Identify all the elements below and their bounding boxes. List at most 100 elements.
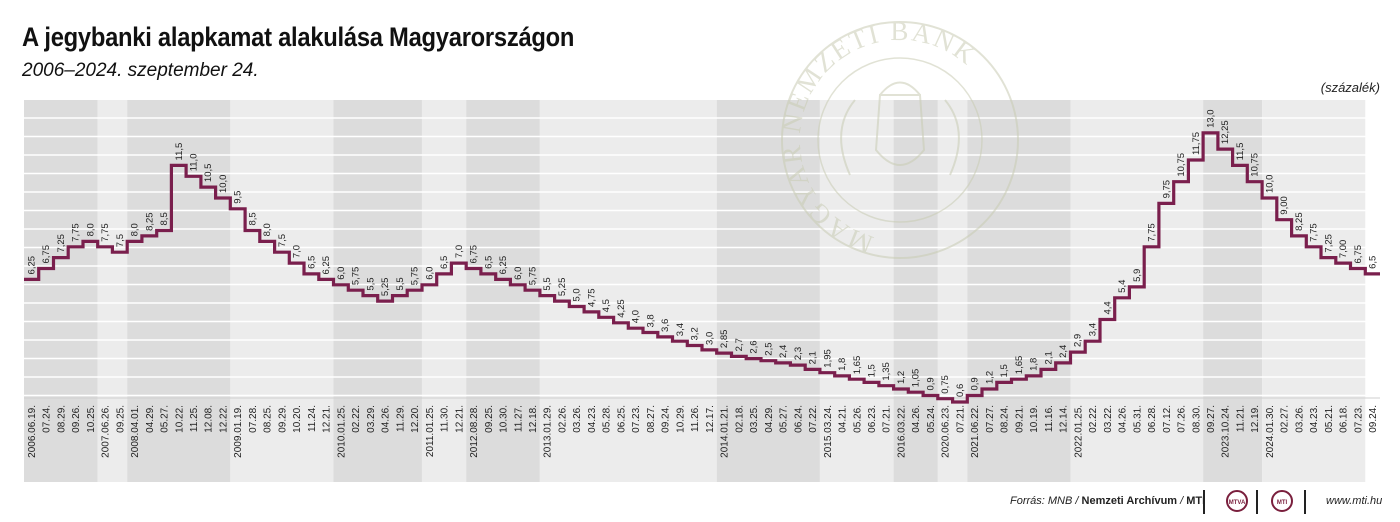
value-label: 3,8 xyxy=(645,314,656,327)
value-label: 11,75 xyxy=(1191,132,1202,155)
value-label: 8,25 xyxy=(144,212,155,231)
date-label: 2012.08.28. xyxy=(469,405,480,458)
value-label: 7,75 xyxy=(71,223,82,242)
footer-divider xyxy=(1304,490,1306,514)
date-label: 05.28. xyxy=(602,405,613,433)
date-label: 03.22. xyxy=(1103,405,1114,433)
date-label: 08.24. xyxy=(1000,405,1011,433)
date-label: 04.23. xyxy=(587,405,598,433)
value-label: 2,7 xyxy=(734,338,745,351)
value-label: 6,75 xyxy=(1353,245,1364,264)
date-label: 02.18. xyxy=(734,405,745,433)
mti-logo: MTI xyxy=(1271,490,1293,512)
value-label: 8,0 xyxy=(85,223,96,236)
value-label: 4,25 xyxy=(616,299,627,318)
date-label: 09.24. xyxy=(661,405,672,433)
value-label: 5,25 xyxy=(380,278,391,297)
value-label: 3,2 xyxy=(690,327,701,340)
value-label: 8,0 xyxy=(262,223,273,236)
rate-step-line xyxy=(24,131,1380,404)
value-label: 1,5 xyxy=(999,364,1010,377)
value-label: 2,1 xyxy=(808,351,819,364)
value-label: 6,5 xyxy=(483,256,494,269)
value-label: 13,0 xyxy=(1205,109,1216,128)
date-label: 12.22. xyxy=(219,405,230,433)
value-label: 2,3 xyxy=(793,347,804,360)
date-label: 11.30. xyxy=(440,405,451,432)
year-band xyxy=(819,100,894,482)
date-label: 07.21. xyxy=(955,405,966,433)
value-label: 1,2 xyxy=(896,371,907,384)
date-label: 12.08. xyxy=(204,405,215,433)
date-label: 2023.10.24. xyxy=(1221,405,1232,458)
value-label: 3,4 xyxy=(675,323,686,336)
date-label: 11.16. xyxy=(1044,405,1055,432)
value-label: 0,6 xyxy=(955,384,966,397)
date-label: 07.26. xyxy=(1177,405,1188,433)
year-band xyxy=(937,100,968,482)
value-label: 0,9 xyxy=(925,377,936,390)
date-label: 07.22. xyxy=(808,405,819,433)
value-label: 6,75 xyxy=(469,245,480,264)
date-label: 2016.03.22. xyxy=(897,405,908,458)
date-label: 09.29. xyxy=(277,405,288,433)
date-label: 03.26. xyxy=(572,405,583,433)
date-label: 03.29. xyxy=(366,405,377,433)
value-label: 7,75 xyxy=(1309,223,1320,242)
date-label: 06.23. xyxy=(867,405,878,433)
date-label: 08.27. xyxy=(646,405,657,433)
value-label: 11,0 xyxy=(188,154,199,172)
value-label: 6,75 xyxy=(41,245,52,264)
date-label: 2007.06.26. xyxy=(101,405,112,458)
date-label: 04.21. xyxy=(838,405,849,433)
date-label: 2015.03.24. xyxy=(823,405,834,458)
value-label: 9,5 xyxy=(233,191,244,204)
value-label: 7,00 xyxy=(1338,240,1349,259)
date-label: 11.29. xyxy=(395,405,406,432)
date-label: 10.20. xyxy=(292,405,303,433)
value-label: 1,05 xyxy=(911,369,922,388)
value-label: 5,75 xyxy=(410,267,421,286)
background-bands xyxy=(24,100,1366,482)
date-label: 12.17. xyxy=(705,405,716,433)
date-label: 02.22. xyxy=(1088,405,1099,433)
date-labels: 2006.06.19. 07.24. 08.29. 09.26. 10.25. 2007.… xyxy=(27,405,1379,458)
date-label: 05.27. xyxy=(160,405,171,433)
value-label: 2,5 xyxy=(763,342,774,355)
date-label: 05.24. xyxy=(926,405,937,433)
value-label: 10,5 xyxy=(203,164,214,183)
value-label: 9,00 xyxy=(1279,196,1290,215)
date-label: 05.26. xyxy=(852,405,863,433)
date-label: 02.26. xyxy=(558,405,569,433)
value-label: 6,0 xyxy=(336,267,347,280)
value-label: 4,5 xyxy=(601,299,612,312)
value-label: 2,4 xyxy=(1058,345,1069,358)
website-link[interactable]: www.mti.hu xyxy=(1326,495,1383,507)
date-label: 09.26. xyxy=(71,405,82,433)
value-label: 2,1 xyxy=(1043,351,1054,364)
date-label: 10.22. xyxy=(174,405,185,433)
date-label: 03.25. xyxy=(749,405,760,433)
value-label: 11,5 xyxy=(174,143,185,161)
date-label: 03.26. xyxy=(1294,405,1305,433)
value-label: 5,9 xyxy=(1132,269,1143,282)
value-label: 6,25 xyxy=(321,256,332,275)
value-label: 7,75 xyxy=(1146,223,1157,242)
value-label: 2,9 xyxy=(1073,334,1084,347)
value-label: 5,75 xyxy=(528,267,539,286)
date-label: 11.27. xyxy=(513,405,524,432)
value-label: 6,5 xyxy=(1368,256,1379,269)
value-label: 5,5 xyxy=(395,277,406,290)
value-label: 0,75 xyxy=(940,375,951,394)
date-label: 11.24. xyxy=(307,405,318,432)
value-label: 2,4 xyxy=(778,345,789,358)
source-sep: / xyxy=(1177,495,1187,507)
date-label: 04.26. xyxy=(381,405,392,433)
date-label: 09.25. xyxy=(484,405,495,433)
value-label: 3,6 xyxy=(660,319,671,332)
date-label: 07.23. xyxy=(1353,405,1364,433)
value-label: 8,0 xyxy=(129,223,140,236)
value-label: 5,5 xyxy=(365,277,376,290)
date-label: 07.27. xyxy=(985,405,996,433)
year-band xyxy=(97,100,128,482)
